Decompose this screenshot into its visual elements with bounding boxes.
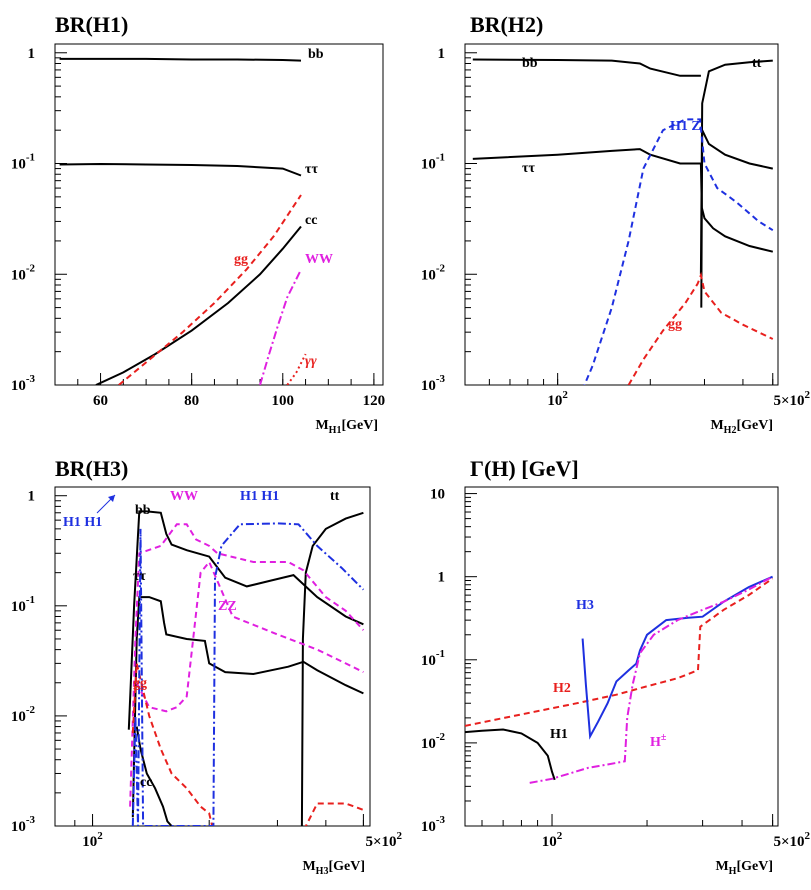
series-line-gg — [131, 663, 364, 826]
series-line-ww — [129, 523, 365, 807]
curve-label: gg — [234, 252, 248, 267]
curve-label: H1 H1 — [63, 515, 102, 530]
series-line-ww — [259, 269, 302, 385]
curve-label: WW — [170, 489, 198, 504]
x-tick-label: 100 — [272, 393, 295, 409]
curve-label: bb — [135, 503, 151, 518]
series-line-zz — [135, 560, 364, 713]
series-line-- — [472, 148, 701, 165]
x-tick-label: 5×102 — [773, 389, 810, 409]
series-line-h2 — [465, 577, 774, 727]
y-tick-label: 10-3 — [11, 814, 36, 835]
curve-label: H1 H1 — [240, 489, 279, 504]
x-tick-label: 60 — [93, 393, 108, 409]
y-tick-label: 10-1 — [421, 152, 445, 173]
x-tick-label: 102 — [542, 830, 563, 850]
series-line-bb — [472, 58, 701, 77]
chart-title: BR(H1) — [55, 12, 128, 37]
curve-label: bb — [522, 56, 538, 71]
y-tick-label: 10-2 — [11, 262, 36, 283]
curve-label: γγ — [305, 354, 317, 369]
series-line-- — [131, 596, 364, 818]
y-tick-label: 10-3 — [11, 373, 36, 394]
series-line-h1 — [465, 728, 556, 781]
curve-label: ZZ — [218, 599, 237, 614]
y-tick-label: 10-1 — [421, 648, 445, 669]
chart-title: BR(H2) — [470, 12, 543, 37]
series-line-cc — [95, 225, 302, 385]
y-tick-label: 10-3 — [421, 373, 446, 394]
y-tick-label: 1 — [28, 46, 36, 62]
curve-label: gg — [668, 317, 682, 332]
series-line-gg — [118, 194, 302, 385]
curve-label: WW — [305, 252, 333, 267]
x-tick-label: 120 — [363, 393, 386, 409]
curve-label: ττ — [522, 161, 535, 176]
curve-label: tt — [752, 56, 762, 71]
y-tick-label: 1 — [438, 570, 446, 586]
series-line-h1-h1 — [131, 522, 365, 826]
x-axis-label: MH2[GeV] — [710, 418, 773, 436]
chart-panel-1: BR(H1) 10-3 10-2 10-1 1 60 80 100 120 MH1[GeV] bb τ… — [11, 12, 385, 436]
curve-label: H2 — [553, 681, 571, 696]
series-line-h1-z — [583, 118, 774, 385]
curve-label: bb — [308, 47, 324, 62]
chart-title: BR(H3) — [55, 456, 128, 481]
y-tick-label: 1 — [28, 489, 36, 505]
curve-label: ττ — [133, 569, 146, 584]
curve-label: H1 — [550, 727, 568, 742]
series-line-tt — [699, 59, 773, 275]
plot-frame — [54, 486, 371, 827]
curve-label: gg — [133, 676, 147, 691]
chart-panel-4: Γ(H) [GeV] 10-3 10-2 10-1 1 10 102 5×102MH[GeV]… — [421, 456, 811, 877]
series-line-cc — [135, 726, 173, 826]
curve-label: tt — [330, 489, 340, 504]
y-tick-label: 10 — [430, 487, 445, 503]
x-axis-label: MH3[GeV] — [302, 859, 365, 877]
series-line-- — [59, 162, 302, 177]
curve-label: H3 — [576, 598, 594, 613]
y-tick-label: 1 — [438, 46, 446, 62]
curve-label: cc — [305, 213, 317, 228]
chart-title: Γ(H) [GeV] — [470, 456, 579, 481]
x-axis-label: MH[GeV] — [715, 859, 773, 877]
y-tick-label: 10-2 — [421, 731, 446, 752]
annotation-arrowhead — [108, 495, 115, 502]
y-tick-label: 10-2 — [11, 704, 36, 725]
y-tick-label: 10-2 — [421, 262, 446, 283]
y-tick-label: 10-1 — [11, 594, 35, 615]
curve-label: ττ — [305, 162, 318, 177]
plot-frame — [54, 43, 384, 386]
series-line-bb — [59, 57, 302, 62]
y-tick-label: 10-1 — [11, 152, 35, 173]
x-tick-label: 5×102 — [773, 830, 810, 850]
series-line--tt- — [700, 129, 774, 308]
series-line-- — [286, 353, 307, 385]
series-line-tt — [300, 511, 364, 826]
x-tick-label: 80 — [184, 393, 199, 409]
x-tick-label: 102 — [547, 389, 568, 409]
y-tick-label: 10-3 — [421, 814, 446, 835]
curve-label: H1 Z — [670, 119, 701, 134]
plot-frame — [464, 43, 779, 386]
plot-frame — [464, 486, 779, 827]
curve-label: cc — [140, 775, 152, 790]
series-line-h3 — [581, 575, 773, 740]
curve-label: H± — [650, 732, 667, 750]
series-line-h- — [529, 575, 774, 784]
x-axis-label: MH1[GeV] — [315, 418, 378, 436]
x-tick-label: 5×102 — [365, 830, 402, 850]
x-tick-label: 102 — [82, 830, 103, 850]
